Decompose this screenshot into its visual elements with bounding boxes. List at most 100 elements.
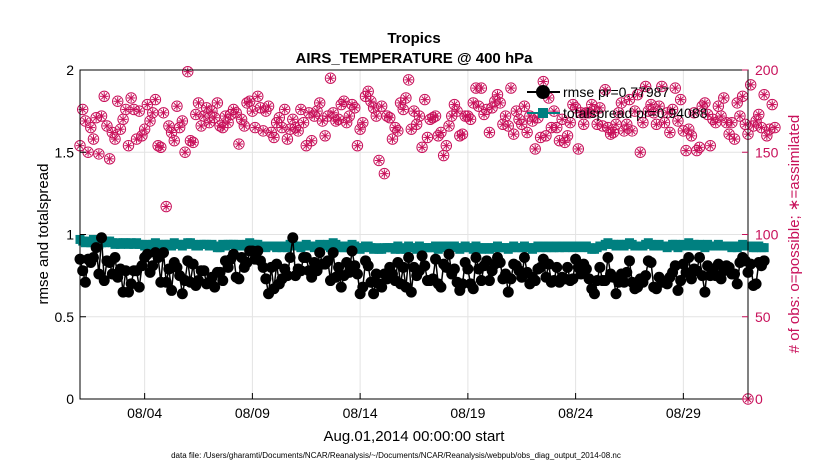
rmse-point	[327, 247, 339, 259]
obs-count-point	[246, 105, 259, 117]
obs-count-point	[182, 65, 194, 78]
obs-count-point	[384, 112, 396, 124]
rmse-point	[621, 266, 633, 278]
obs-count-point	[292, 125, 304, 137]
obs-count-point	[190, 108, 202, 121]
obs-count-point	[206, 105, 218, 117]
obs-count-point	[744, 79, 757, 91]
obs-count-point	[235, 113, 248, 126]
obs-count-point	[362, 85, 374, 98]
obs-count-point	[564, 116, 576, 129]
obs-count-point	[370, 110, 382, 122]
obs-count-point	[718, 92, 730, 104]
obs-count-point	[761, 130, 773, 142]
obs-count-point	[155, 141, 167, 154]
obs-count-point	[502, 120, 514, 132]
obs-count-point	[122, 139, 135, 152]
obs-count-point	[133, 105, 145, 117]
x-tick-label: 08/24	[558, 405, 593, 421]
obs-count-point	[233, 138, 245, 150]
obs-count-point	[85, 121, 97, 134]
legend-rmse-label: rmse pr=0.77987	[563, 84, 669, 100]
obs-count-point	[507, 128, 520, 140]
y-tick-label-right: 0	[755, 391, 763, 407]
rmse-point	[322, 255, 334, 267]
obs-count-point	[736, 90, 749, 103]
rmse-point	[483, 275, 495, 287]
rmse-point	[98, 275, 110, 287]
y-tick-label-left: 2	[66, 62, 74, 78]
obs-count-point	[276, 121, 288, 134]
rmse-point	[602, 252, 614, 264]
axes: 08/04 08/09 08/14 08/19 08/24 08/2900.511.520…	[55, 62, 779, 421]
obs-count-point	[287, 113, 299, 126]
obs-count-point	[149, 93, 162, 106]
obs-count-point	[109, 133, 121, 145]
rmse-point	[217, 275, 229, 287]
y-tick-label-right: 100	[755, 227, 779, 243]
obs-count-point	[674, 93, 687, 106]
rmse-point	[257, 261, 269, 273]
rmse-point	[467, 283, 479, 295]
obs-count-point	[117, 113, 129, 126]
obs-count-point	[112, 95, 124, 107]
obs-count-point	[440, 139, 453, 152]
rmse-point	[370, 268, 382, 280]
obs-count-point	[114, 123, 127, 135]
rmse-point	[87, 252, 99, 264]
obs-count-point	[572, 143, 585, 155]
obs-count-point	[295, 103, 307, 116]
rmse-point	[346, 245, 358, 257]
rmse-point	[448, 263, 460, 275]
obs-count-point	[351, 139, 364, 152]
obs-count-point	[98, 90, 110, 103]
rmse-point	[357, 281, 369, 293]
obs-count-point	[357, 116, 369, 129]
rmse-point	[260, 273, 272, 285]
obs-count-point	[416, 141, 428, 154]
rmse-point	[160, 276, 172, 288]
rmse-point	[335, 281, 347, 293]
obs-count-point	[125, 92, 137, 104]
obs-count-point	[631, 88, 644, 101]
obs-count-point	[179, 146, 191, 158]
obs-count-point	[685, 130, 698, 142]
legend-rmse-marker	[536, 85, 550, 99]
obs-count-point	[332, 113, 345, 126]
obs-count-point	[486, 102, 498, 114]
x-tick-label: 08/19	[450, 405, 485, 421]
rmse-point	[314, 247, 326, 259]
obs-count-point	[516, 118, 528, 130]
obs-count-point	[365, 95, 377, 107]
rmse-point	[640, 270, 652, 282]
chart-subtitle: AIRS_TEMPERATURE @ 400 hPa	[296, 50, 534, 67]
rmse-point	[435, 281, 447, 293]
rmse-point	[284, 252, 296, 264]
obs-count-point	[305, 135, 318, 147]
obs-count-point	[693, 141, 706, 154]
obs-count-point	[494, 97, 506, 109]
series-layer	[74, 65, 781, 405]
obs-count-point	[639, 80, 652, 93]
obs-count-point	[314, 97, 326, 109]
obs-count-point	[672, 115, 684, 127]
obs-count-point	[238, 120, 251, 132]
obs-count-point	[373, 154, 385, 167]
rmse-point	[562, 261, 574, 273]
obs-count-point	[464, 113, 477, 126]
obs-count-point	[653, 100, 665, 112]
obs-count-point	[173, 121, 186, 134]
obs-count-point	[230, 107, 242, 119]
rmse-point	[518, 252, 530, 264]
obs-count-point	[483, 126, 496, 139]
obs-count-point	[79, 115, 92, 127]
obs-count-point	[669, 82, 681, 94]
obs-count-point	[187, 136, 199, 149]
obs-count-point	[327, 107, 339, 119]
obs-count-point	[521, 126, 533, 139]
rmse-point	[333, 261, 345, 273]
rmse-point	[362, 260, 374, 272]
obs-count-point	[758, 88, 770, 101]
obs-count-point	[709, 116, 722, 129]
obs-count-point	[297, 116, 310, 129]
